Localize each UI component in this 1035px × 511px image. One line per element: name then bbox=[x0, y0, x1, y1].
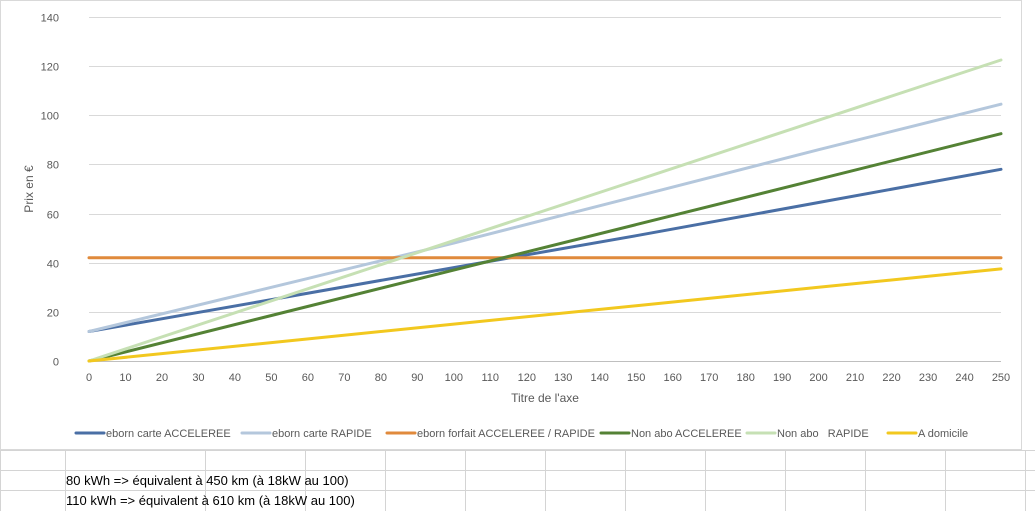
sheet-cell-note-2[interactable]: 110 kWh => équivalent à 610 km (à 18kW a… bbox=[66, 493, 355, 508]
series-line-1 bbox=[87, 167, 1003, 333]
legend-label-1: eborn carte ACCELEREE bbox=[106, 428, 231, 440]
x-tick-label: 80 bbox=[375, 372, 387, 384]
x-tick-label: 180 bbox=[736, 372, 754, 384]
x-tick-label: 0 bbox=[86, 372, 92, 384]
x-tick-label: 160 bbox=[664, 372, 682, 384]
x-tick-label: 250 bbox=[992, 372, 1010, 384]
x-tick-label: 60 bbox=[302, 372, 314, 384]
legend-label-2: eborn carte RAPIDE bbox=[272, 428, 372, 440]
x-tick-label: 40 bbox=[229, 372, 241, 384]
x-tick-label: 210 bbox=[846, 372, 864, 384]
x-tick-label: 90 bbox=[411, 372, 423, 384]
x-tick-label: 100 bbox=[445, 372, 463, 384]
x-tick-label: 70 bbox=[338, 372, 350, 384]
x-tick-label: 110 bbox=[482, 372, 500, 384]
x-tick-label: 190 bbox=[773, 372, 791, 384]
x-tick-label: 20 bbox=[156, 372, 168, 384]
x-tick-label: 230 bbox=[919, 372, 937, 384]
x-tick-label: 130 bbox=[554, 372, 572, 384]
x-tick-label: 50 bbox=[265, 372, 277, 384]
x-tick-label: 150 bbox=[627, 372, 645, 384]
series-line-2 bbox=[87, 102, 1003, 333]
legend-label-5: Non abo RAPIDE bbox=[777, 428, 869, 440]
line-chart: 0 20 40 60 80 100 120 140 0 10 20 30 40 50 60 70 80 90 100… bbox=[22, 13, 1010, 441]
x-axis-title: Titre de l'axe bbox=[511, 391, 579, 405]
x-tick-label: 240 bbox=[955, 372, 973, 384]
series-line-6 bbox=[87, 267, 1003, 363]
legend-label-6: A domicile bbox=[918, 428, 968, 440]
y-tick-label: 40 bbox=[47, 259, 59, 271]
chart-object[interactable]: 0 20 40 60 80 100 120 140 0 10 20 30 40 50 60 70 80 90 100… bbox=[0, 0, 1022, 450]
y-tick-label: 20 bbox=[47, 308, 59, 320]
y-tick-label: 100 bbox=[41, 111, 59, 123]
legend-label-3: eborn forfait ACCELEREE / RAPIDE bbox=[417, 428, 595, 440]
x-tick-label: 200 bbox=[809, 372, 827, 384]
y-tick-label: 120 bbox=[41, 62, 59, 74]
sheet-cell-note-1[interactable]: 80 kWh => équivalent à 450 km (à 18kW au… bbox=[66, 473, 349, 488]
legend-label-4: Non abo ACCELEREE bbox=[631, 428, 742, 440]
y-tick-label: 80 bbox=[47, 160, 59, 172]
x-tick-label: 30 bbox=[192, 372, 204, 384]
x-tick-label: 170 bbox=[700, 372, 718, 384]
x-tick-label: 140 bbox=[591, 372, 609, 384]
x-tick-label: 220 bbox=[882, 372, 900, 384]
x-tick-label: 10 bbox=[119, 372, 131, 384]
y-tick-label: 0 bbox=[53, 357, 59, 369]
y-axis-title: Prix en € bbox=[22, 165, 36, 213]
series-line-4 bbox=[87, 132, 1003, 363]
y-tick-label: 60 bbox=[47, 210, 59, 222]
y-tick-label: 140 bbox=[41, 13, 59, 25]
series-line-5 bbox=[87, 58, 1003, 363]
x-tick-label: 120 bbox=[518, 372, 536, 384]
